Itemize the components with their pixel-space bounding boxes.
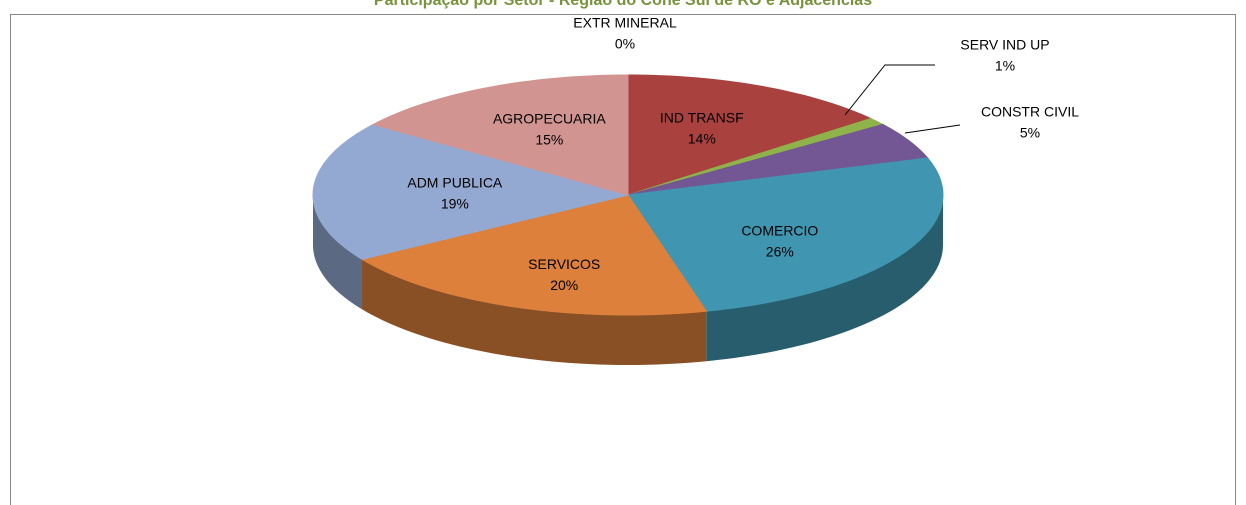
slice-side: [706, 195, 943, 362]
data-label-name: AGROPECUARIA: [493, 110, 606, 126]
data-label-value: 15%: [535, 131, 563, 147]
slice: [627, 74, 873, 196]
data-label-value: 20%: [550, 277, 578, 293]
data-label-value: 5%: [1020, 125, 1040, 141]
data-label-name: ADM PUBLICA: [407, 174, 503, 190]
slice: [627, 123, 929, 196]
leader-line: [844, 64, 935, 116]
title-backdrop: [250, 0, 996, 12]
data-label-value: 26%: [766, 244, 794, 260]
slice: [627, 117, 885, 196]
data-label-value: 1%: [995, 58, 1015, 74]
data-label-name: EXTR MINERAL: [573, 15, 677, 31]
slice-side: [362, 259, 707, 365]
data-label-name: SERVICOS: [528, 256, 600, 272]
data-label-value: 14%: [688, 130, 716, 146]
data-label-value: 19%: [441, 195, 469, 211]
chart-title: Participação por Setor - Região do Cone …: [374, 0, 872, 9]
leader-line: [904, 124, 961, 134]
slice: [312, 123, 630, 260]
slice: [360, 194, 708, 316]
slice: [371, 74, 629, 196]
data-label-name: SERV IND UP: [960, 37, 1049, 53]
data-label-name: COMERCIO: [741, 223, 818, 239]
data-label-name: IND TRANSF: [660, 109, 744, 125]
data-label-name: CONSTR CIVIL: [981, 104, 1079, 120]
data-label-value: 0%: [615, 36, 635, 52]
slice: [627, 157, 944, 312]
slice-side: [313, 195, 363, 310]
